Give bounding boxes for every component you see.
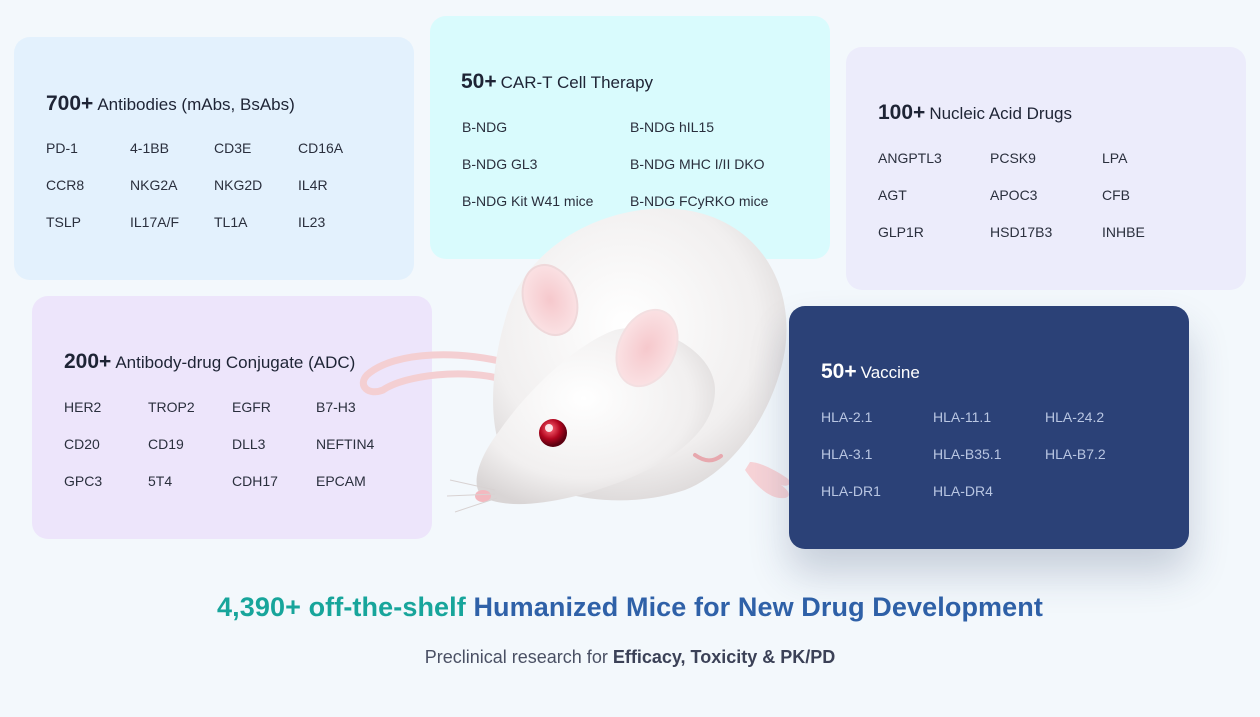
nucleic-grid: ANGPTL3 PCSK9 LPA AGT APOC3 CFB GLP1R HS… xyxy=(878,149,1214,260)
target-item: CD16A xyxy=(298,140,344,156)
target-item: INHBE xyxy=(1102,224,1145,240)
antibodies-title: Antibodies (mAbs, BsAbs) xyxy=(97,95,295,114)
target-item: NKG2D xyxy=(214,177,263,193)
target-item: TSLP xyxy=(46,214,82,230)
hla-item: HLA-11.1 xyxy=(933,409,992,425)
antibodies-grid: PD-1 4-1BB CD3E CD16A CCR8 NKG2A NKG2D I… xyxy=(46,139,382,250)
target-item: TROP2 xyxy=(148,399,195,415)
nucleic-card-title: 100+ Nucleic Acid Drugs xyxy=(878,101,1072,125)
mouse-ear-front xyxy=(615,308,679,388)
mouse-ear-back xyxy=(521,264,579,336)
vaccine-count: 50+ xyxy=(821,360,857,383)
target-item: PD-1 xyxy=(46,140,78,156)
antibodies-card-title: 700+ Antibodies (mAbs, BsAbs) xyxy=(46,92,295,116)
model-item: B-NDG MHC I/II DKO xyxy=(630,156,765,172)
vaccine-card-title: 50+ Vaccine xyxy=(821,360,920,384)
hla-item: HLA-B35.1 xyxy=(933,446,1002,462)
target-item: NEFTIN4 xyxy=(316,436,375,452)
target-item: PCSK9 xyxy=(990,150,1036,166)
model-item: B-NDG FCyRKO mice xyxy=(630,193,769,209)
cart-card-title: 50+ CAR-T Cell Therapy xyxy=(461,70,653,94)
hla-item: HLA-DR4 xyxy=(933,483,993,499)
target-item: ANGPTL3 xyxy=(878,150,942,166)
target-item: LPA xyxy=(1102,150,1128,166)
subline: Preclinical research for Efficacy, Toxic… xyxy=(0,647,1260,668)
target-item: IL23 xyxy=(298,214,326,230)
target-item: IL4R xyxy=(298,177,328,193)
target-item: APOC3 xyxy=(990,187,1038,203)
target-item: IL17A/F xyxy=(130,214,180,230)
hla-item: HLA-2.1 xyxy=(821,409,873,425)
target-item: EPCAM xyxy=(316,473,366,489)
vaccine-card: 50+ Vaccine HLA-2.1 HLA-11.1 HLA-24.2 HLA… xyxy=(789,306,1189,549)
adc-count: 200+ xyxy=(64,350,112,373)
antibodies-count: 700+ xyxy=(46,92,94,115)
target-item: GLP1R xyxy=(878,224,924,240)
target-item: CD19 xyxy=(148,436,184,452)
headline-part-2: Humanized Mice for New Drug Development xyxy=(473,592,1043,622)
target-item: GPC3 xyxy=(64,473,103,489)
hla-item: HLA-3.1 xyxy=(821,446,873,462)
target-item: CD20 xyxy=(64,436,100,452)
target-item: AGT xyxy=(878,187,907,203)
adc-title: Antibody-drug Conjugate (ADC) xyxy=(115,353,356,372)
model-item: B-NDG GL3 xyxy=(462,156,538,172)
adc-card-title: 200+ Antibody-drug Conjugate (ADC) xyxy=(64,350,355,374)
headline: 4,390+ off-the-shelf Humanized Mice for … xyxy=(0,592,1260,623)
adc-grid: HER2 TROP2 EGFR B7-H3 CD20 CD19 DLL3 NEF… xyxy=(64,398,400,509)
target-item: B7-H3 xyxy=(316,399,356,415)
target-item: HSD17B3 xyxy=(990,224,1053,240)
cart-count: 50+ xyxy=(461,70,497,93)
target-item: CD3E xyxy=(214,140,252,156)
hla-item: HLA-24.2 xyxy=(1045,409,1105,425)
target-item: CFB xyxy=(1102,187,1130,203)
mouse-tail xyxy=(359,351,519,396)
model-item: B-NDG xyxy=(462,119,508,135)
model-item: B-NDG hIL15 xyxy=(630,119,715,135)
nucleic-title: Nucleic Acid Drugs xyxy=(929,104,1072,123)
mouse-nose xyxy=(475,490,491,502)
target-item: 5T4 xyxy=(148,473,173,489)
target-item: DLL3 xyxy=(232,436,266,452)
target-item: NKG2A xyxy=(130,177,178,193)
subline-prefix: Preclinical research for xyxy=(424,647,608,667)
mouse-paw xyxy=(745,462,790,499)
hla-item: HLA-DR1 xyxy=(821,483,881,499)
cart-grid: B-NDG B-NDG hIL15 B-NDG GL3 B-NDG MHC I/… xyxy=(462,118,830,229)
headline-part-1: 4,390+ off-the-shelf xyxy=(217,592,466,622)
mouse-eye xyxy=(539,419,567,447)
antibodies-card: 700+ Antibodies (mAbs, BsAbs) PD-1 4-1BB … xyxy=(14,37,414,280)
mouse-illustration xyxy=(359,208,790,513)
nucleic-card: 100+ Nucleic Acid Drugs ANGPTL3 PCSK9 LPA… xyxy=(846,47,1246,290)
target-item: EGFR xyxy=(232,399,271,415)
nucleic-count: 100+ xyxy=(878,101,926,124)
target-item: 4-1BB xyxy=(130,140,169,156)
target-item: TL1A xyxy=(214,214,248,230)
cart-title: CAR-T Cell Therapy xyxy=(500,73,654,92)
subline-bold: Efficacy, Toxicity & PK/PD xyxy=(612,647,836,667)
adc-card: 200+ Antibody-drug Conjugate (ADC) HER2 T… xyxy=(32,296,432,539)
hla-item: HLA-B7.2 xyxy=(1045,446,1106,462)
model-item: B-NDG Kit W41 mice xyxy=(462,193,594,209)
vaccine-grid: HLA-2.1 HLA-11.1 HLA-24.2 HLA-3.1 HLA-B3… xyxy=(821,408,1157,519)
target-item: CCR8 xyxy=(46,177,85,193)
target-item: CDH17 xyxy=(232,473,278,489)
target-item: HER2 xyxy=(64,399,102,415)
vaccine-title: Vaccine xyxy=(860,363,920,382)
